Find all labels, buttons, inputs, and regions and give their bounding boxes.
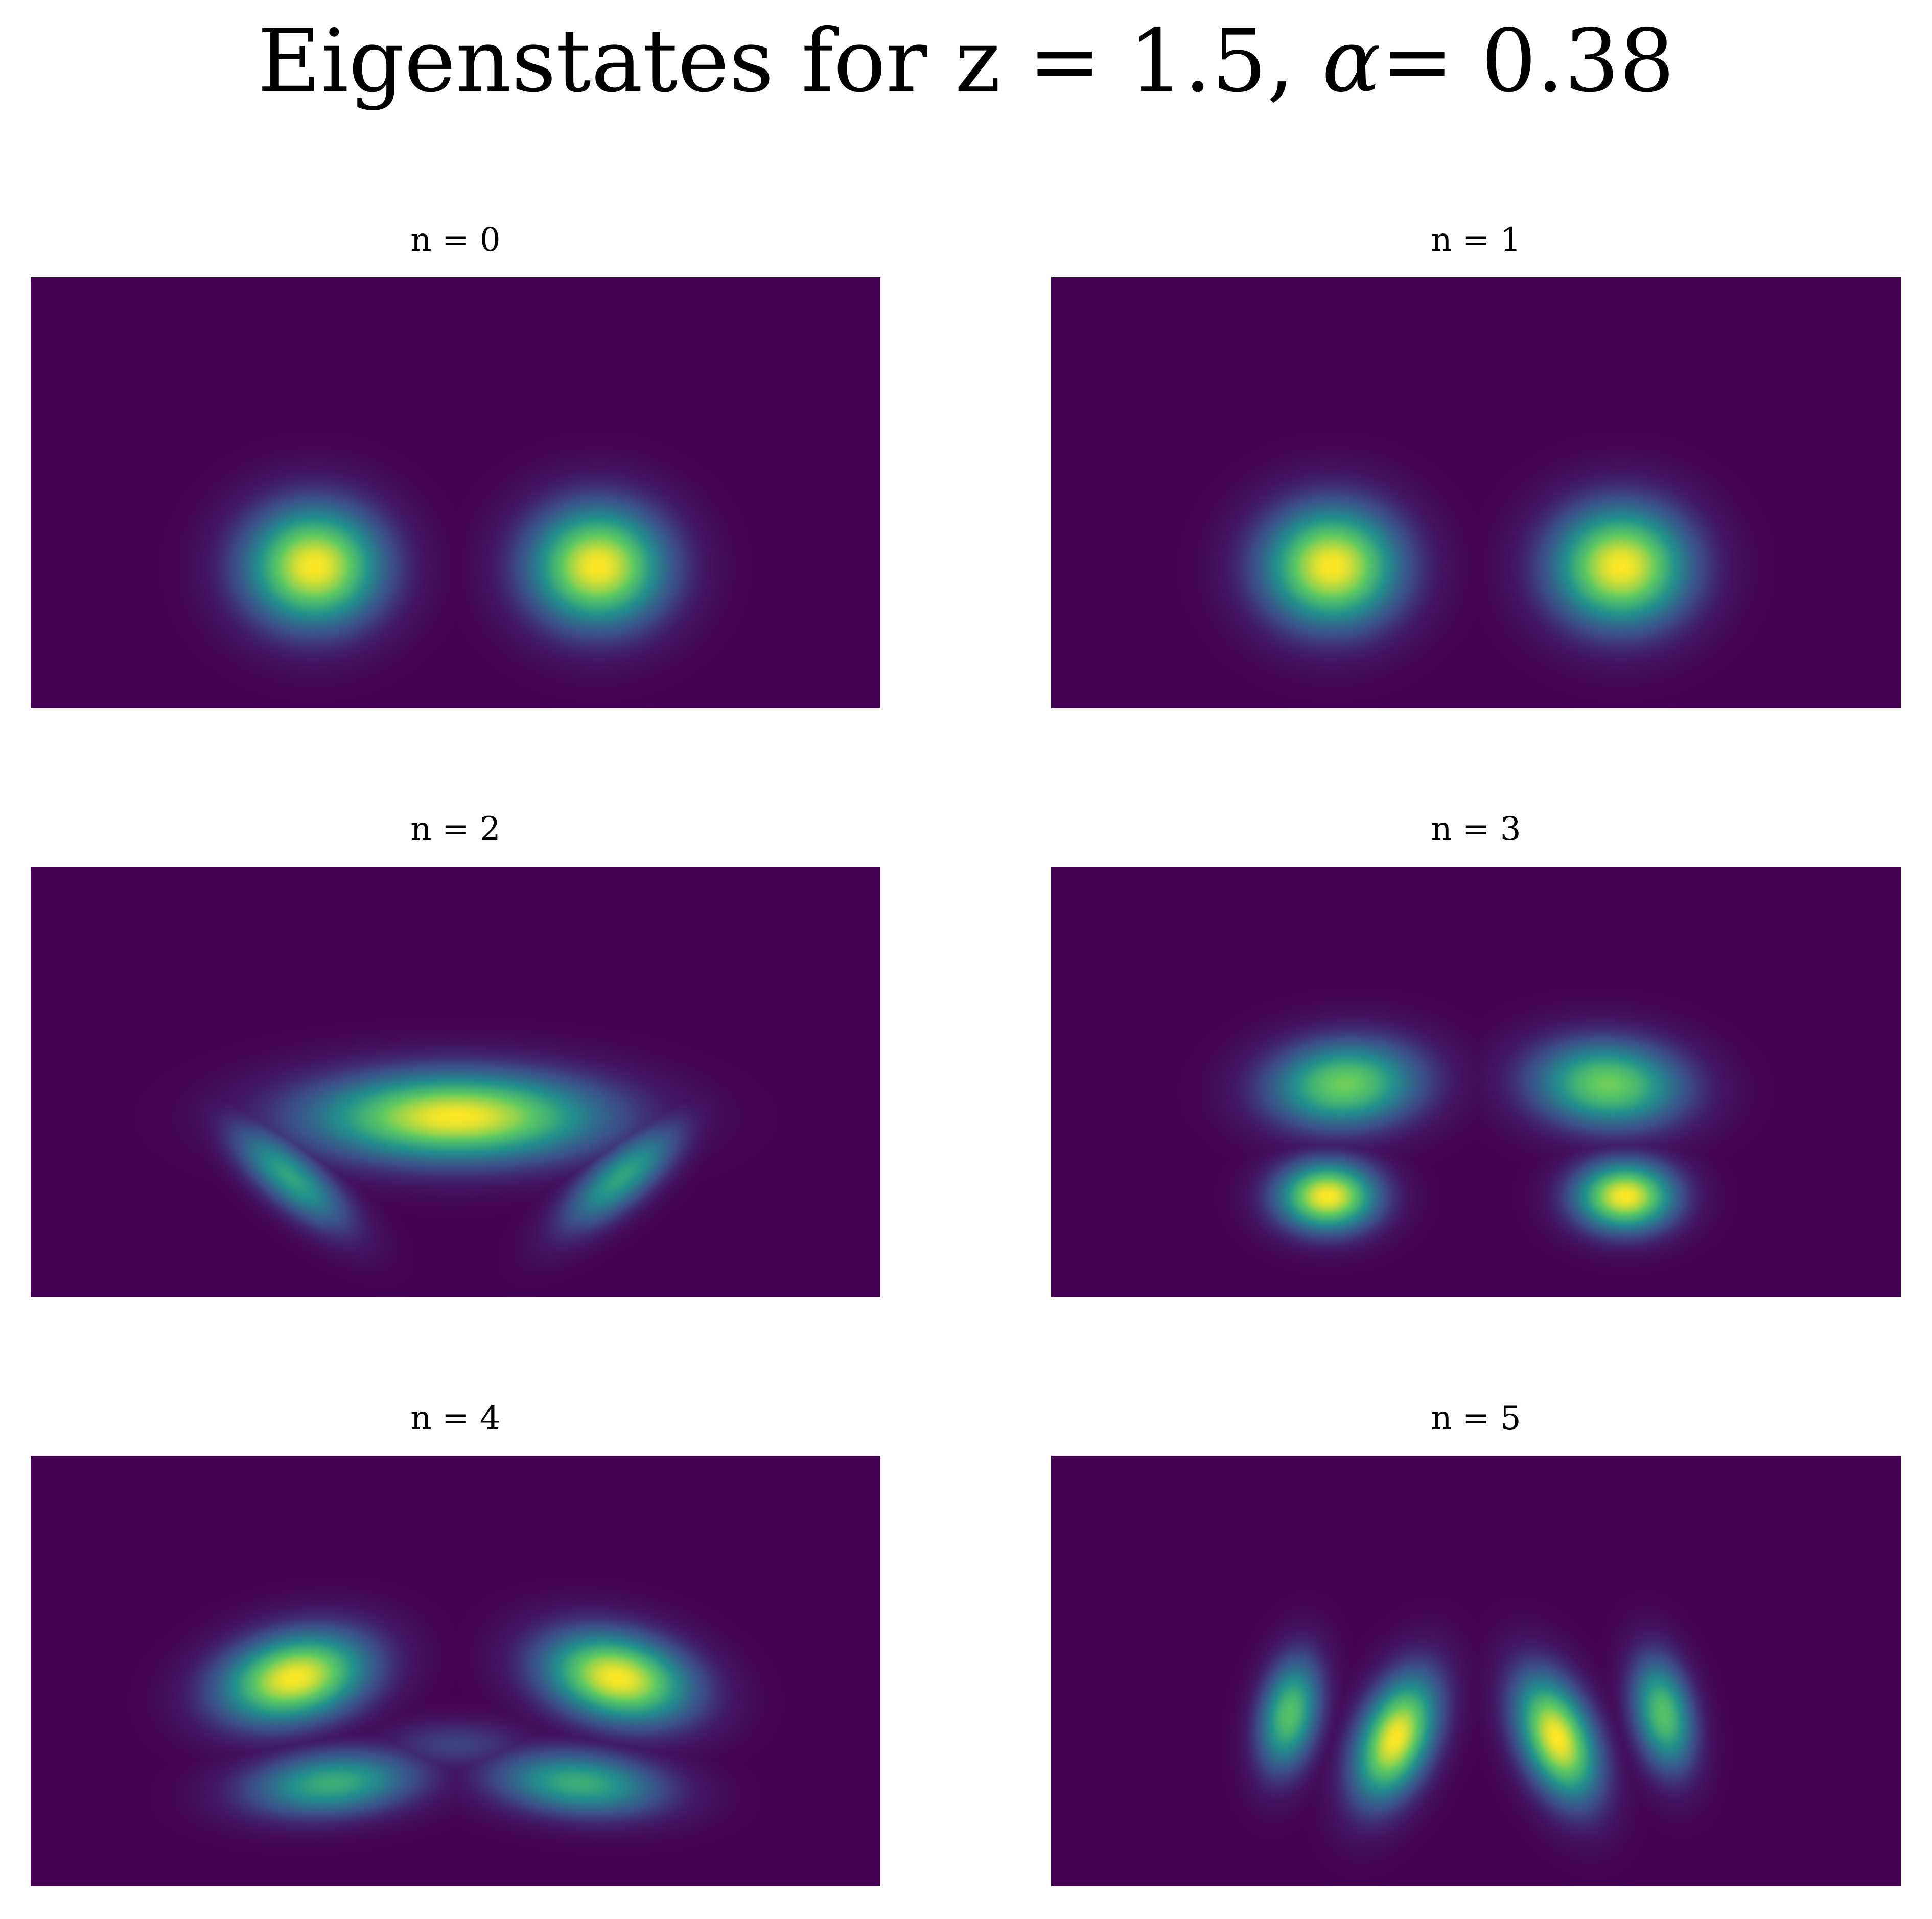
panel-title-n0: n = 0	[410, 221, 501, 259]
heatmap-n0	[31, 277, 880, 708]
panel-title-n3: n = 3	[1431, 810, 1521, 848]
heatmap-n4	[31, 1456, 880, 1886]
heatmap-n2	[31, 867, 880, 1297]
heatmap-n1	[1051, 277, 1901, 708]
heatmap-n5	[1051, 1456, 1901, 1886]
panel-title-n4: n = 4	[410, 1399, 501, 1437]
panel-title-n5: n = 5	[1431, 1399, 1521, 1437]
alpha-symbol: α	[1322, 11, 1381, 112]
heatmap-n3	[1051, 867, 1901, 1297]
panel-title-n2: n = 2	[410, 810, 501, 848]
figure-title-prefix: Eigenstates for z = 1.5,	[257, 11, 1322, 112]
panel-title-n1: n = 1	[1431, 221, 1521, 259]
figure-title-suffix: = 0.38	[1381, 11, 1675, 112]
figure-title: Eigenstates for z = 1.5, α= 0.38	[0, 10, 1932, 112]
